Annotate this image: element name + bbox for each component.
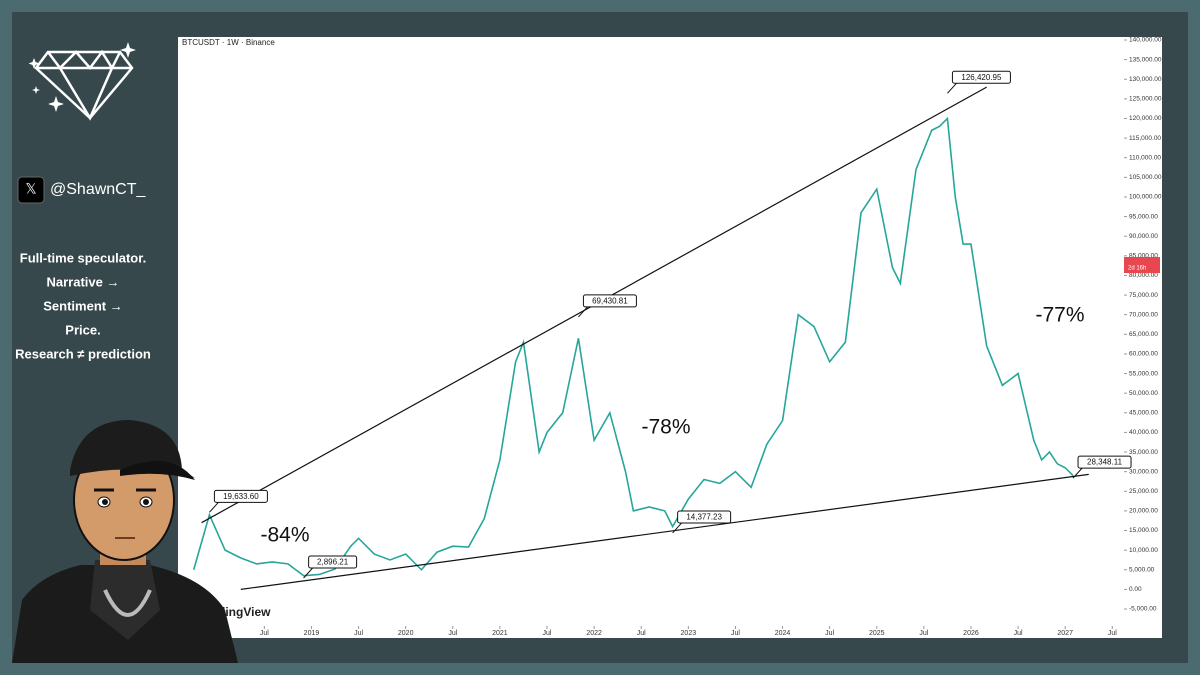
- x-tick-label: Jul: [919, 630, 928, 637]
- price-tag: [1124, 257, 1160, 273]
- x-tick-label: Jul: [354, 630, 363, 637]
- y-tick-label: 90,000.00: [1129, 233, 1158, 240]
- sparkles: [28, 42, 136, 112]
- x-tick-label: Jul: [731, 630, 740, 637]
- y-tick-label: 10,000.00: [1129, 547, 1158, 554]
- y-tick-label: 100,000.00: [1129, 194, 1162, 201]
- callout-pointer: [303, 567, 313, 579]
- x-tick-label: Jul: [637, 630, 646, 637]
- x-tick-label: 2025: [869, 630, 885, 637]
- y-tick-label: 40,000.00: [1129, 429, 1158, 436]
- price-tag-label: 2d 16h: [1128, 266, 1146, 272]
- callout-label: 69,430.81: [592, 297, 628, 306]
- callout-box: [951, 70, 1011, 84]
- x-logo: [17, 176, 45, 204]
- drawdown-label: -77%: [1035, 304, 1084, 327]
- bio-line: Sentiment →: [43, 298, 122, 313]
- bio-line: Narrative →: [47, 274, 120, 289]
- y-tick-label: 50,000.00: [1129, 390, 1158, 397]
- y-tick-label: 45,000.00: [1129, 410, 1158, 417]
- callout-label: 14,377.23: [686, 513, 722, 522]
- y-tick-label: 95,000.00: [1129, 213, 1158, 220]
- price-line: [192, 116, 1074, 577]
- trendline: [240, 473, 1089, 590]
- y-tick-label: 65,000.00: [1129, 331, 1158, 338]
- x-tick-label: 2024: [775, 630, 791, 637]
- callout-label: 2,896.21: [317, 558, 349, 567]
- x-tick-label: Jul: [543, 630, 552, 637]
- callout-pointer: [1072, 467, 1083, 479]
- y-tick-label: 35,000.00: [1129, 449, 1158, 456]
- avatar: [12, 420, 238, 663]
- drawdown-label: -78%: [641, 416, 690, 439]
- callout-box: [677, 510, 732, 524]
- y-tick-label: 110,000.00: [1129, 154, 1161, 161]
- x-tick-label: 2022: [586, 630, 602, 637]
- y-tick-label: 135,000.00: [1129, 56, 1162, 63]
- callout-label: 28,348.11: [1087, 458, 1123, 467]
- y-tick-label: 0.00: [1129, 586, 1142, 593]
- y-tick-label: 20,000.00: [1129, 508, 1158, 515]
- y-tick-label: 55,000.00: [1129, 370, 1158, 377]
- y-tick-label: 60,000.00: [1129, 351, 1158, 358]
- logo: [34, 49, 134, 121]
- handle[interactable]: @ShawnCT_: [50, 181, 146, 198]
- x-icon: 𝕏: [25, 181, 36, 197]
- callout-box: [213, 489, 268, 503]
- x-tick-label: Jul: [1014, 630, 1023, 637]
- y-tick-label: 80,000.00: [1129, 272, 1158, 279]
- y-tick-label: -5,000.00: [1129, 606, 1157, 613]
- x-tick-label: 2021: [492, 630, 508, 637]
- callout-pointer: [209, 501, 219, 513]
- chart-title: BTCUSDT · 1W · Binance: [182, 38, 275, 47]
- y-tick-label: 30,000.00: [1129, 468, 1158, 475]
- y-tick-label: 140,000.00: [1129, 37, 1162, 44]
- bio-line: Price.: [65, 322, 100, 337]
- chart: -5,000.00 0.00 5,000.00 10,000.00 15,000.00 2…: [192, 37, 1162, 637]
- x-tick-label: Jul: [1108, 630, 1117, 637]
- x-tick-label: 2019: [304, 630, 320, 637]
- callout-pointer: [947, 82, 957, 94]
- y-tick-label: 5,000.00: [1129, 566, 1155, 573]
- x-tick-label: Jul: [448, 630, 457, 637]
- y-tick-label: 125,000.00: [1129, 96, 1162, 103]
- callout-label: 19,633.60: [223, 492, 259, 501]
- y-tick-label: 130,000.00: [1129, 76, 1162, 83]
- callout-label: 126,420.95: [961, 73, 1002, 82]
- x-tick-label: 2027: [1057, 630, 1073, 637]
- callout-pointer: [578, 306, 588, 318]
- callout-pointer: [672, 522, 682, 534]
- bio-line: Research ≠ prediction: [15, 346, 151, 361]
- x-tick-label: 2023: [681, 630, 697, 637]
- y-tick-label: 105,000.00: [1129, 174, 1162, 181]
- callout-box: [308, 555, 358, 569]
- bio-line: Full-time speculator.: [20, 250, 146, 265]
- y-tick-label: 15,000.00: [1129, 527, 1158, 534]
- drawdown-label: -84%: [260, 524, 309, 547]
- y-tick-label: 115,000.00: [1129, 135, 1161, 142]
- y-tick-label: 70,000.00: [1129, 311, 1158, 318]
- y-tick-label: 120,000.00: [1129, 115, 1162, 122]
- x-tick-label: 2026: [963, 630, 979, 637]
- bio: Full-time speculator. Narrative → Sentimen…: [15, 250, 151, 361]
- callout-box: [1077, 455, 1132, 469]
- x-tick-label: 2020: [398, 630, 414, 637]
- y-tick-label: 75,000.00: [1129, 292, 1158, 299]
- chart-area: [178, 37, 1162, 638]
- y-tick-label: 25,000.00: [1129, 488, 1158, 495]
- x-tick-label: Jul: [260, 630, 269, 637]
- y-tick-label: 85,000.00: [1129, 253, 1158, 260]
- x-tick-label: Jul: [825, 630, 834, 637]
- callout-box: [582, 294, 637, 308]
